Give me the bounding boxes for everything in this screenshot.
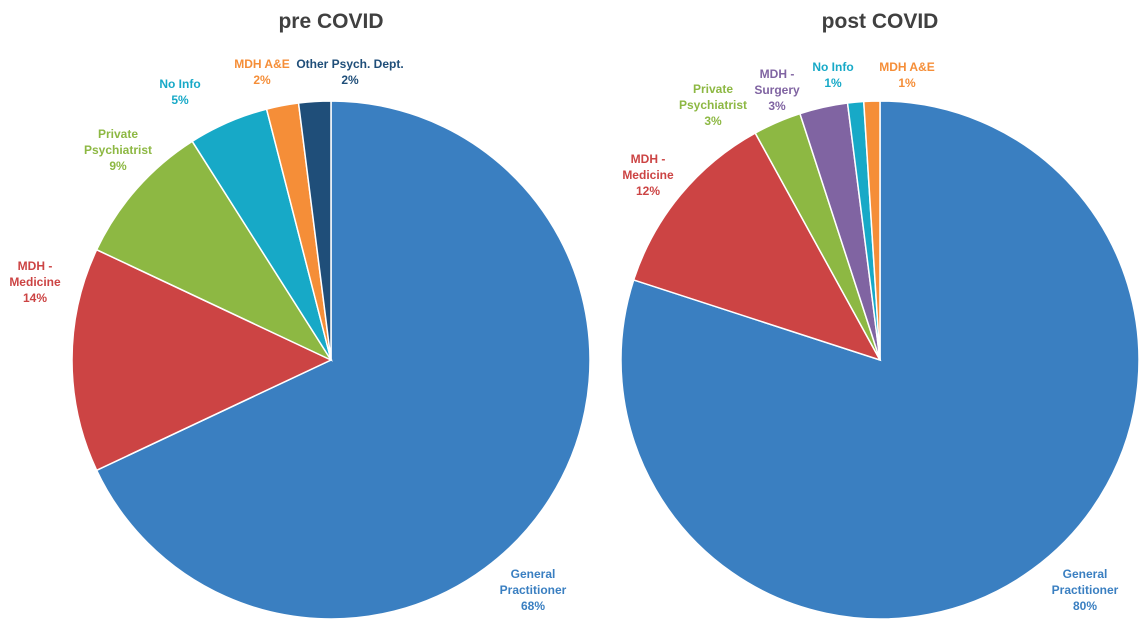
- category-label: No Info: [812, 60, 854, 74]
- category-label: Private Psychiatrist: [678, 82, 748, 112]
- slice-label: MDH - Medicine 12%: [616, 151, 681, 199]
- slice-label: No Info 1%: [798, 59, 868, 91]
- value-label: 12%: [635, 184, 661, 198]
- value-label: 80%: [1072, 599, 1098, 613]
- category-label: MDH - Surgery: [754, 67, 800, 97]
- category-label: Private Psychiatrist: [83, 127, 153, 157]
- slice-label: Private Psychiatrist 3%: [671, 81, 756, 129]
- pie-slice: [95, 100, 591, 620]
- pie-slice: [71, 248, 333, 472]
- category-label: Other Psych. Dept.: [296, 57, 404, 71]
- value-label: 2%: [341, 73, 359, 87]
- category-label: MDH - Medicine: [9, 259, 61, 289]
- slice-label: MDH - Medicine 14%: [3, 258, 68, 306]
- slice-label: Private Psychiatrist 9%: [76, 126, 161, 174]
- category-label: MDH A&E: [234, 57, 290, 71]
- slice-label: Other Psych. Dept. 2%: [285, 56, 415, 88]
- pie-slice: [632, 132, 882, 362]
- value-label: 3%: [768, 99, 786, 113]
- slice-label: MDH A&E 1%: [872, 59, 942, 91]
- value-label: 1%: [824, 76, 842, 90]
- category-label: MDH - Medicine: [622, 152, 674, 182]
- value-label: 9%: [109, 159, 127, 173]
- pie-slice: [620, 100, 1140, 620]
- category-label: General Practitioner: [1051, 567, 1119, 597]
- slice-label: General Practitioner 80%: [1040, 566, 1130, 614]
- slice-label: General Practitioner 68%: [488, 566, 578, 614]
- value-label: 14%: [22, 291, 48, 305]
- slice-label: No Info 5%: [145, 76, 215, 108]
- value-label: 68%: [520, 599, 546, 613]
- value-label: 5%: [171, 93, 189, 107]
- category-label: General Practitioner: [499, 567, 567, 597]
- value-label: 2%: [253, 73, 271, 87]
- pie-slice: [297, 100, 332, 361]
- value-label: 1%: [898, 76, 916, 90]
- pie-slice: [862, 100, 881, 361]
- chart-title: pre COVID: [278, 10, 384, 33]
- category-label: MDH A&E: [879, 60, 935, 74]
- slice-label: MDH - Surgery 3%: [747, 66, 807, 114]
- chart-title: post COVID: [821, 10, 939, 33]
- pie-slice: [95, 140, 334, 362]
- slice-label: MDH A&E 2%: [227, 56, 297, 88]
- category-label: No Info: [159, 77, 201, 91]
- value-label: 3%: [704, 114, 722, 128]
